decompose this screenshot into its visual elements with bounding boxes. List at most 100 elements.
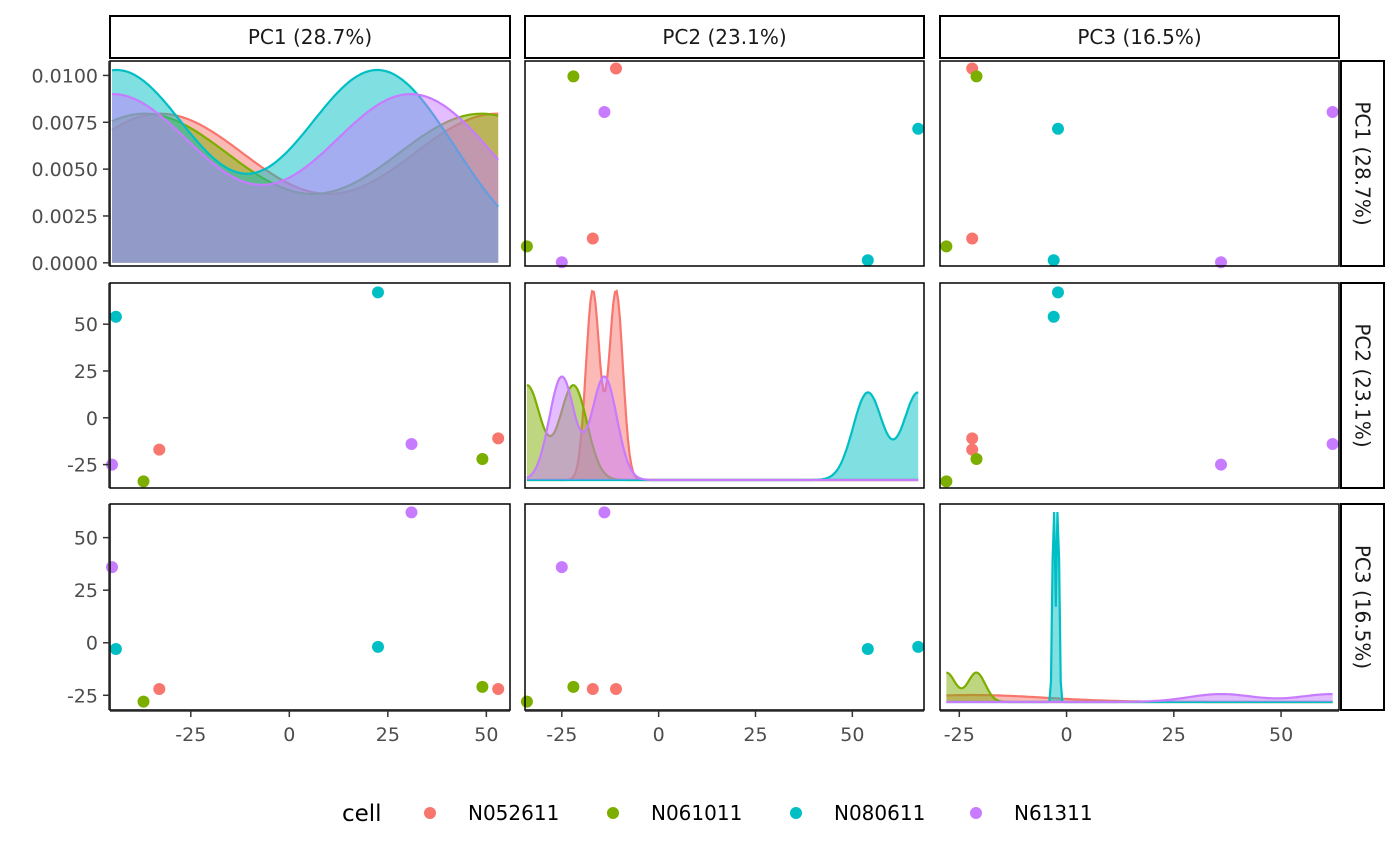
panel-border-2-1 <box>109 282 511 489</box>
legend-label-N61311: N61311 <box>1014 801 1093 825</box>
point-N080611-1-panel-1-3 <box>1047 254 1060 267</box>
strip-top-2 <box>524 15 925 59</box>
point-N061011-1-panel-2-3 <box>940 475 953 488</box>
point-N080611-1-panel-3-2 <box>861 643 874 655</box>
density-line-N61311-2 <box>526 375 919 482</box>
point-N080611-1-panel-2-3 <box>1047 310 1060 323</box>
panel-border-3-3 <box>939 503 1340 711</box>
y-tick-label-1-5: 0.0100 <box>32 65 98 87</box>
strip-top-label-2: PC2 (23.1%) <box>662 25 786 49</box>
x-tick-label-3-2: 0 <box>1061 724 1073 746</box>
legend-title: cell <box>342 801 382 827</box>
x-tick-label-2-3: 25 <box>743 724 767 746</box>
y-tick-label-3-4: 50 <box>74 528 98 550</box>
panel-2-1 <box>110 283 510 488</box>
y-tick-label-3-1: -25 <box>67 685 98 707</box>
x-tick-label-1-2: 0 <box>283 724 295 746</box>
point-N061011-1-panel-3-2 <box>520 695 533 708</box>
point-N052611-1-panel-2-1 <box>153 443 166 456</box>
legend-key-N080611 <box>790 807 802 819</box>
strip-right-label-2: PC2 (23.1%) <box>1351 323 1375 447</box>
point-N061011-1-panel-3-1 <box>137 695 150 708</box>
point-N080611-2-panel-1-2 <box>912 122 925 135</box>
panel-border-2-2 <box>524 282 925 489</box>
density-line-N61311-1 <box>112 93 500 186</box>
panel-border-1-2 <box>524 60 925 267</box>
x-tick-label-2-4: 50 <box>840 724 864 746</box>
strip-top-1 <box>109 15 511 59</box>
x-tick-label-2-1: -25 <box>546 724 577 746</box>
y-tick-label-3-3: 25 <box>74 580 98 602</box>
y-tick-label-2-4: 50 <box>74 314 98 336</box>
y-tick-label-1-4: 0.0075 <box>32 112 98 134</box>
point-N61311-1-panel-2-3 <box>1215 458 1227 471</box>
point-N080611-1-panel-1-2 <box>861 254 874 267</box>
panel-3-1 <box>110 504 510 710</box>
point-N052611-1-panel-1-3 <box>966 232 979 245</box>
panel-border-1-1 <box>109 60 511 267</box>
point-N061011-2-panel-3-2 <box>567 680 580 693</box>
y-tick-label-2-3: 25 <box>74 361 98 383</box>
point-N080611-2-panel-3-1 <box>372 640 384 653</box>
x-tick-label-1-1: -25 <box>175 724 206 746</box>
point-N061011-1-panel-1-3 <box>940 240 953 253</box>
panel-border-1-3 <box>939 60 1340 267</box>
panel-3-2 <box>525 504 924 710</box>
x-tick-label-3-1: -25 <box>944 724 975 746</box>
y-tick-label-2-2: 0 <box>86 408 98 430</box>
strip-right-3 <box>1340 503 1385 711</box>
point-N61311-2-panel-2-1 <box>405 438 418 450</box>
point-N061011-2-panel-2-1 <box>476 453 489 465</box>
density-area-N061011-3 <box>946 672 1333 702</box>
point-N080611-1-panel-3-1 <box>109 643 122 655</box>
y-tick-label-2-1: -25 <box>67 455 98 477</box>
strip-top-label-3: PC3 (16.5%) <box>1077 25 1201 49</box>
strip-top-3 <box>939 15 1340 59</box>
legend-key-N61311 <box>970 807 982 819</box>
density-area-N61311-3 <box>946 694 1333 702</box>
x-tick-label-3-3: 25 <box>1162 724 1186 746</box>
legend-label-N061011: N061011 <box>651 801 742 825</box>
point-N061011-1-panel-1-2 <box>520 240 533 253</box>
point-N61311-2-panel-2-3 <box>1326 438 1339 450</box>
panel-border-2-3 <box>939 282 1340 489</box>
x-tick-label-1-4: 50 <box>474 724 498 746</box>
point-N052611-2-panel-2-1 <box>492 432 505 445</box>
legend-label-N080611: N080611 <box>834 801 925 825</box>
y-tick-label-3-2: 0 <box>86 633 98 655</box>
legend-label-N052611: N052611 <box>468 801 559 825</box>
panel-1-3 <box>940 61 1339 266</box>
point-N052611-2-panel-3-1 <box>492 683 505 695</box>
strip-right-2 <box>1340 282 1385 489</box>
point-N052611-2-panel-1-2 <box>610 62 622 75</box>
density-area-N61311-1 <box>112 94 499 263</box>
density-area-N052611-3 <box>946 695 1333 702</box>
point-N052611-1-panel-1-2 <box>586 232 599 245</box>
y-tick-label-1-3: 0.0050 <box>32 159 98 181</box>
density-area-N052611-2 <box>526 291 919 480</box>
point-N61311-2-panel-3-1 <box>405 506 418 519</box>
x-tick-label-3-4: 50 <box>1269 724 1293 746</box>
density-line-N61311-3 <box>946 693 1333 704</box>
point-N052611-1-panel-3-1 <box>153 683 166 695</box>
panel-border-3-2 <box>524 503 925 711</box>
point-N052611-2-panel-2-3 <box>966 432 979 445</box>
point-N080611-1-panel-2-1 <box>109 310 122 323</box>
point-N080611-2-panel-3-2 <box>912 640 925 653</box>
panel-3-3 <box>940 504 1339 710</box>
point-N61311-2-panel-1-2 <box>598 106 611 118</box>
point-N061011-2-panel-1-2 <box>567 70 580 83</box>
point-N052611-2-panel-3-2 <box>610 683 622 695</box>
point-N052611-1-panel-2-3 <box>966 443 979 456</box>
point-N61311-2-panel-3-2 <box>598 506 611 519</box>
point-N061011-1-panel-2-1 <box>137 475 150 488</box>
point-N080611-2-panel-1-3 <box>1052 122 1064 135</box>
legend-key-N061011 <box>607 807 619 819</box>
x-tick-label-1-3: 25 <box>376 724 400 746</box>
panel-1-2 <box>525 61 924 266</box>
point-N61311-1-panel-3-2 <box>555 561 568 574</box>
panel-border-3-1 <box>109 503 511 711</box>
point-N061011-2-panel-1-3 <box>970 70 983 83</box>
